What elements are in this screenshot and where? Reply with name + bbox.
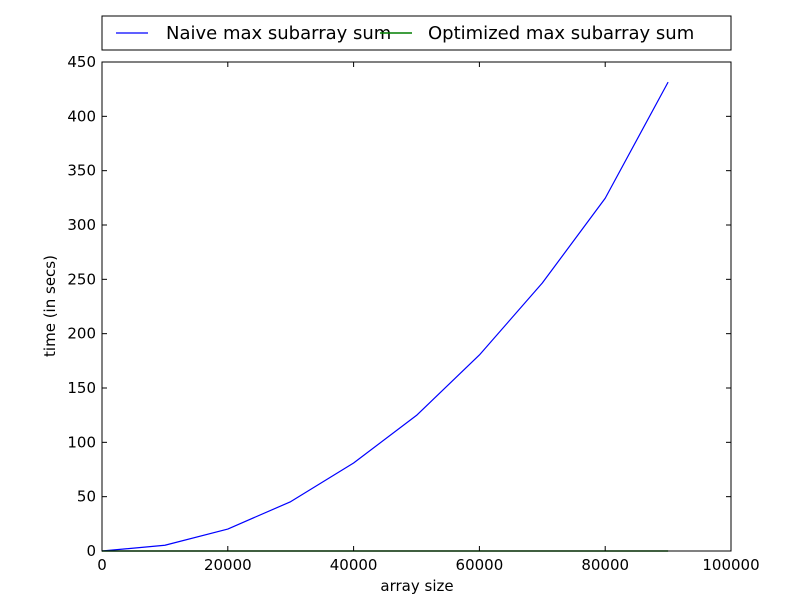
y-tick-label: 300 bbox=[67, 216, 96, 234]
plot-area: 0 20000 40000 60000 80000 100000 0 50 100 150 200 2… bbox=[67, 53, 759, 574]
y-axis-label: time (in secs) bbox=[41, 255, 59, 357]
y-tick-label: 450 bbox=[67, 53, 96, 71]
legend-box bbox=[101, 15, 732, 51]
y-tick-label: 200 bbox=[67, 325, 96, 343]
x-tick-label: 100000 bbox=[702, 556, 759, 574]
series-line-1 bbox=[101, 81, 669, 552]
plot-background bbox=[102, 62, 731, 551]
y-tick-label: 400 bbox=[67, 107, 96, 125]
y-tick-label: 0 bbox=[86, 542, 96, 560]
x-tick-label: 60000 bbox=[456, 556, 504, 574]
x-tick-label: 20000 bbox=[204, 556, 252, 574]
x-tick-label: 0 bbox=[97, 556, 107, 574]
x-axis-label: array size bbox=[380, 577, 453, 595]
x-tick-label: 40000 bbox=[330, 556, 378, 574]
x-tick-label: 80000 bbox=[581, 556, 629, 574]
y-tick-label: 50 bbox=[77, 488, 96, 506]
legend-label-1: Naive max subarray sum bbox=[166, 23, 391, 44]
y-tick-label: 250 bbox=[67, 270, 96, 288]
y-tick-label: 350 bbox=[67, 162, 96, 180]
legend: Naive max subarray sum Optimized max suba… bbox=[101, 15, 732, 51]
legend-label-2: Optimized max subarray sum bbox=[428, 23, 694, 44]
plot-frame bbox=[101, 61, 732, 552]
y-tick-label: 100 bbox=[67, 433, 96, 451]
y-tick-label: 150 bbox=[67, 379, 96, 397]
